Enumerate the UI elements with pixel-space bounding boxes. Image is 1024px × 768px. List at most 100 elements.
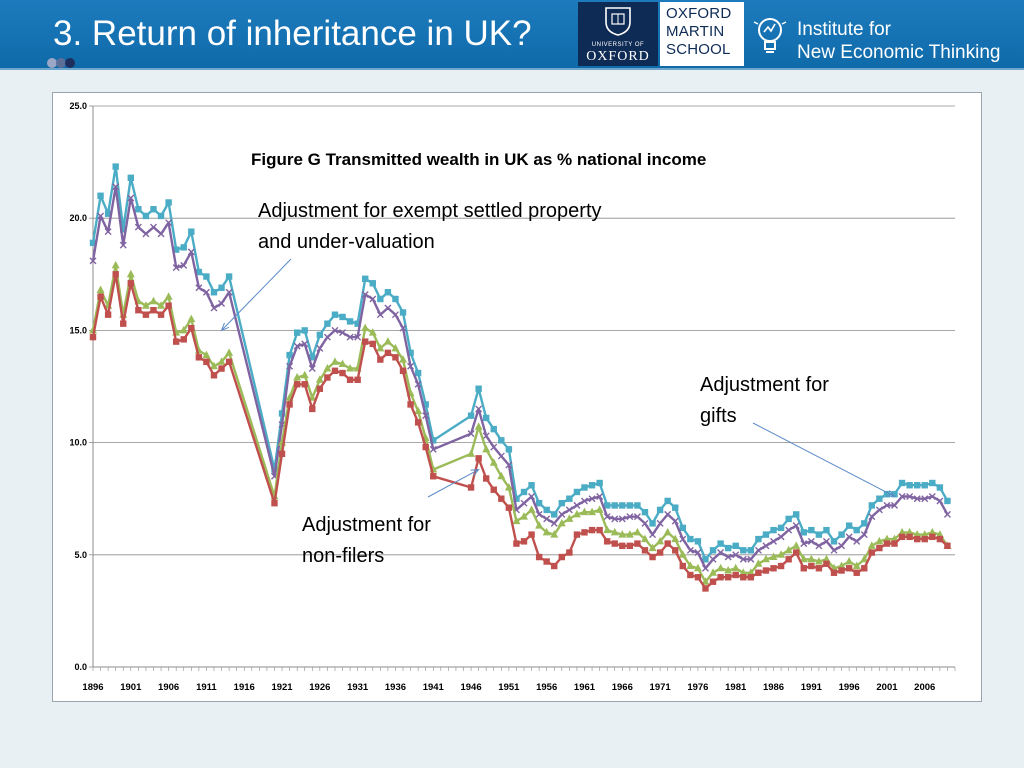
data-point	[467, 430, 475, 438]
data-point	[754, 546, 762, 554]
data-point	[141, 301, 150, 309]
data-point	[187, 248, 195, 256]
data-point	[520, 499, 528, 507]
series-4	[89, 271, 951, 592]
data-point	[392, 354, 399, 361]
data-point	[634, 502, 641, 509]
annotation-text: Adjustment for exempt settled property	[258, 200, 602, 222]
data-point	[701, 564, 709, 572]
data-point	[135, 307, 142, 314]
data-point	[520, 538, 528, 545]
data-point	[188, 324, 195, 332]
data-point	[800, 565, 807, 572]
data-point	[709, 578, 717, 585]
annotation-2: Adjustment for gifts	[700, 374, 896, 498]
data-point	[815, 531, 823, 538]
data-point	[489, 458, 498, 466]
data-point	[513, 495, 520, 502]
data-point	[573, 488, 581, 496]
data-point	[104, 228, 112, 236]
data-point	[808, 562, 815, 570]
data-point	[785, 526, 793, 534]
data-point	[581, 529, 588, 536]
data-point	[407, 349, 414, 357]
slide-header: 3. Return of inheritance in UK? UNIVERSI…	[0, 0, 1024, 70]
data-point	[127, 280, 135, 287]
data-point	[929, 533, 936, 541]
data-point	[694, 549, 702, 557]
data-point	[739, 555, 747, 563]
data-point	[498, 437, 505, 444]
data-point	[679, 524, 686, 532]
data-point	[814, 557, 823, 565]
data-point	[656, 519, 664, 527]
data-point	[301, 381, 308, 388]
axes: 0.0 5.0 10.0 15.0 20.0 25.0 1896 1901 1906 1911 19…	[69, 101, 956, 693]
data-point	[346, 318, 354, 325]
data-point	[293, 381, 301, 388]
data-point	[626, 513, 634, 521]
data-point	[369, 280, 376, 287]
data-point	[640, 534, 649, 543]
data-point	[331, 311, 339, 318]
data-point	[119, 241, 127, 249]
data-point	[762, 567, 770, 574]
data-point	[936, 484, 944, 491]
data-point	[467, 449, 476, 457]
data-point	[361, 323, 370, 332]
data-point	[278, 450, 286, 458]
data-point	[407, 362, 415, 370]
x-tick-label: 1986	[763, 682, 784, 693]
data-point	[369, 295, 377, 303]
x-tick-label: 1981	[725, 682, 747, 693]
data-point	[551, 562, 558, 570]
data-point	[225, 273, 233, 280]
data-point	[315, 375, 324, 383]
data-point	[565, 506, 573, 514]
data-point	[882, 534, 891, 543]
data-point	[528, 531, 535, 538]
data-point	[656, 506, 664, 514]
data-point	[770, 537, 778, 545]
data-point	[535, 521, 544, 529]
data-point	[566, 495, 573, 502]
data-point	[384, 289, 392, 296]
data-point	[845, 565, 853, 572]
data-point	[860, 531, 868, 539]
data-point	[497, 452, 505, 460]
data-point	[309, 354, 316, 361]
data-point	[520, 488, 528, 496]
data-point	[793, 511, 800, 518]
annotation-text: and under-valuation	[258, 231, 435, 253]
annotation-text: Adjustment for	[302, 514, 431, 536]
data-point	[717, 574, 724, 581]
data-point	[732, 551, 740, 559]
data-point	[656, 549, 664, 556]
data-point	[120, 226, 127, 233]
data-point	[928, 492, 936, 500]
data-point	[377, 295, 384, 303]
data-point	[717, 540, 724, 547]
data-point	[399, 355, 408, 363]
data-point	[551, 511, 558, 518]
data-point	[935, 530, 944, 538]
data-point	[535, 553, 543, 561]
data-point	[293, 342, 301, 350]
data-point	[293, 373, 302, 381]
data-point	[891, 491, 898, 498]
data-point	[853, 537, 861, 545]
data-point	[142, 311, 150, 318]
data-point	[157, 301, 166, 309]
series-2	[89, 183, 951, 572]
data-point	[286, 362, 294, 370]
martin-logo-line-3: SCHOOL	[666, 41, 731, 58]
data-point	[936, 497, 944, 505]
data-point	[543, 506, 550, 514]
data-point	[876, 544, 883, 552]
slide-title: 3. Return of inheritance in UK?	[53, 14, 532, 53]
x-tick-label: 1926	[309, 682, 330, 693]
data-point	[898, 527, 907, 536]
data-point	[596, 492, 604, 500]
data-point	[399, 324, 407, 332]
x-tick-label: 1896	[82, 682, 103, 693]
